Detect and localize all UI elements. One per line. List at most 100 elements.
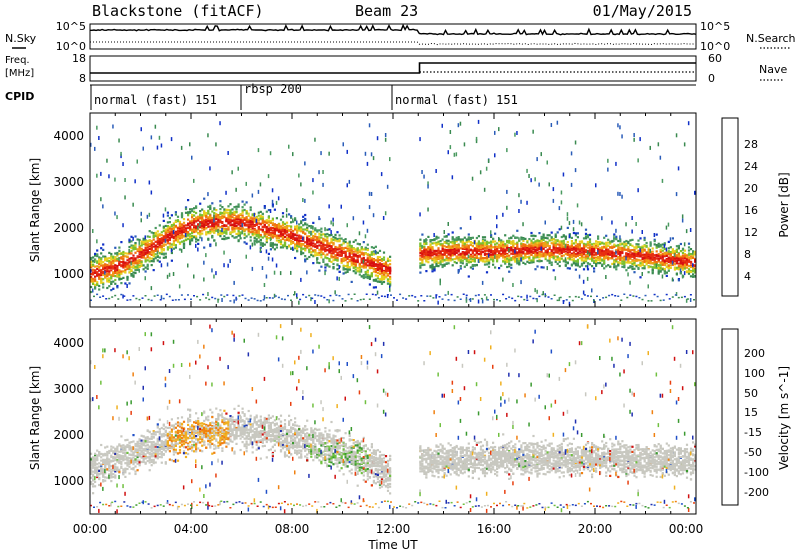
power-echo-cell [536,247,538,249]
power-echo-cell [334,237,336,239]
power-echo-cell [302,252,304,254]
power-echo-cell [490,249,492,251]
power-echo-cell [262,219,264,221]
power-sparse-echo [120,152,122,156]
station-title: Blackstone (fitACF) [92,2,264,20]
power-echo-cell [585,229,587,231]
power-sparse-echo [545,221,547,225]
power-echo-cell [601,242,603,244]
power-echo-cell [472,264,474,266]
power-echo-cell [627,253,629,255]
power-echo-cell [163,243,165,245]
power-sparse-echo [272,188,274,192]
power-echo-cell [617,240,619,242]
power-echo-cell [458,238,460,240]
power-echo-cell [595,240,597,242]
power-echo-cell [361,275,363,277]
power-echo-cell [472,260,474,262]
power-echo-cell [155,253,157,255]
power-echo-cell [623,265,625,267]
power-echo-cell [357,243,359,245]
power-echo-cell [185,227,187,229]
power-echo-cell [557,231,559,233]
power-sparse-echo [118,139,120,143]
power-echo-cell [534,254,536,256]
power-echo-cell [183,225,185,227]
power-sparse-echo [304,199,306,203]
power-echo-cell [444,254,446,256]
power-echo-cell [336,268,338,270]
power-echo-cell [510,264,512,266]
power-echo-cell [320,231,322,233]
power-sparse-echo [526,295,528,299]
power-echo-cell [341,238,343,240]
power-echo-cell [312,255,314,257]
power-echo-cell [429,239,431,241]
power-echo-cell [444,251,446,253]
power-echo-cell [260,216,262,218]
power-echo-cell [589,263,591,265]
power-echo-cell [466,241,468,243]
power-echo-cell [108,252,110,254]
power-echo-cell [492,238,494,240]
power-echo-cell [262,222,264,224]
power-echo-cell [419,255,421,257]
power-echo-cell [96,265,98,267]
power-echo-cell [484,250,486,252]
power-sparse-echo [328,204,330,208]
power-echo-cell [326,229,328,231]
power-echo-cell [389,272,391,274]
power-echo-cell [359,271,361,273]
power-echo-cell [504,256,506,258]
power-echo-cell [128,282,130,284]
power-echo-cell [143,268,145,270]
power-echo-cell [318,235,320,237]
power-echo-cell [494,252,496,254]
power-echo-cell [143,239,145,241]
power-echo-cell [296,245,298,247]
power-sparse-echo [330,221,332,225]
power-echo-cell [510,237,512,239]
power-sparse-echo [128,249,130,253]
power-echo-cell [191,230,193,232]
power-sparse-echo [211,268,213,272]
power-echo-cell [341,250,343,252]
power-echo-cell [96,249,98,251]
power-sparse-echo [425,238,427,242]
power-echo-cell [147,264,149,266]
power-echo-cell [343,239,345,241]
power-echo-cell [278,226,280,228]
power-echo-cell [555,235,557,237]
power-sparse-echo [518,209,520,213]
power-echo-cell [605,265,607,267]
power-echo-cell [153,246,155,248]
power-sparse-echo [118,257,120,261]
power-echo-cell [433,250,435,252]
power-echo-cell [613,246,615,248]
power-echo-cell [328,228,330,230]
power-echo-cell [114,252,116,254]
power-echo-cell [163,248,165,250]
power-echo-cell [221,206,223,208]
power-echo-cell [543,243,545,245]
power-echo-cell [149,248,151,250]
power-echo-cell [175,234,177,236]
power-echo-cell [304,228,306,230]
power-echo-cell [104,267,106,269]
power-echo-cell [486,250,488,252]
power-sparse-echo [343,142,345,146]
power-echo-cell [571,240,573,242]
power-echo-cell [183,247,185,249]
power-echo-cell [308,235,310,237]
power-echo-cell [421,256,423,258]
power-echo-cell [195,212,197,214]
power-echo-cell [500,253,502,255]
power-sparse-echo [102,204,104,208]
power-echo-cell [524,253,526,255]
power-echo-cell [484,253,486,255]
power-sparse-echo [359,231,361,235]
power-sparse-echo [496,215,498,219]
power-echo-cell [120,265,122,267]
power-echo-cell [365,266,367,268]
power-echo-cell [500,250,502,252]
